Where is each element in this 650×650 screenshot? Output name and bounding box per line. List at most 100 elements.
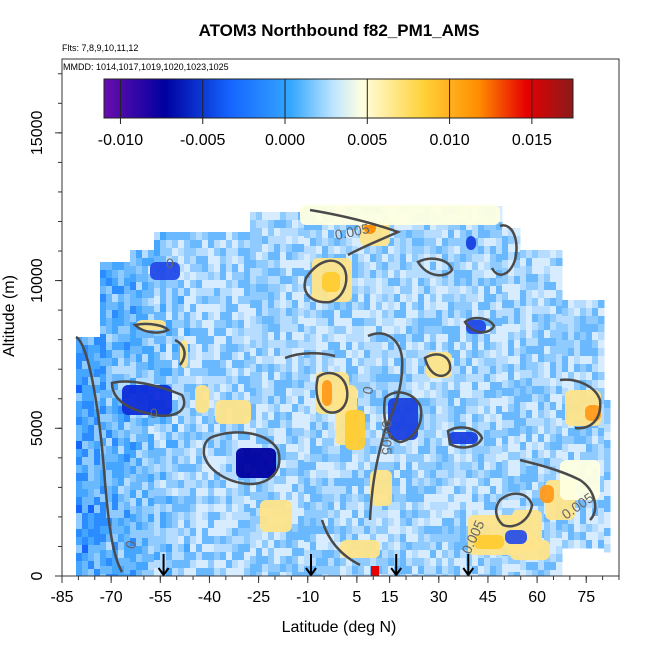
heatmap-cell	[256, 380, 263, 389]
heatmap-cell	[526, 298, 533, 307]
heatmap-cell	[574, 428, 581, 437]
heatmap-cell	[172, 472, 179, 481]
heatmap-cell	[352, 526, 359, 535]
heatmap-cell	[472, 350, 479, 359]
heatmap-cell	[364, 286, 371, 295]
heatmap-cell	[424, 534, 431, 543]
heatmap-cell	[148, 498, 155, 507]
heatmap-cell	[334, 310, 341, 319]
heatmap-cell	[562, 428, 569, 437]
heatmap-cell	[454, 326, 461, 335]
contour-line	[446, 426, 484, 449]
heatmap-cell	[250, 572, 257, 576]
heatmap-cell	[112, 518, 119, 527]
heatmap-cell	[166, 240, 173, 249]
heatmap-cell	[394, 302, 401, 311]
heatmap-cell	[310, 486, 317, 495]
heatmap-cell	[292, 436, 299, 445]
heatmap-cell	[256, 436, 263, 445]
heatmap-cell	[586, 380, 593, 389]
heatmap-cell	[232, 440, 239, 449]
heatmap-cell	[538, 482, 545, 491]
heatmap-cell	[376, 286, 383, 295]
heatmap-cell	[340, 238, 347, 247]
heatmap-cell	[82, 489, 89, 498]
heatmap-cell	[538, 266, 545, 275]
heatmap-cell	[586, 508, 593, 517]
heatmap-cell	[238, 488, 245, 497]
heatmap-cell	[202, 304, 209, 313]
heatmap-cell	[550, 434, 557, 443]
heatmap-cell	[490, 430, 497, 439]
heatmap-cell	[304, 494, 311, 503]
heatmap-cell	[586, 428, 593, 437]
heatmap-cell	[232, 432, 239, 441]
heatmap-cell	[304, 574, 311, 576]
heatmap-cell	[304, 286, 311, 295]
heatmap-cell	[118, 518, 125, 527]
heatmap-cell	[244, 248, 251, 257]
heatmap-cell	[256, 388, 263, 397]
heatmap-cell	[142, 522, 149, 531]
heatmap-cell	[556, 258, 563, 267]
heatmap-cell	[478, 342, 485, 351]
heatmap-cell	[394, 382, 401, 391]
heatmap-cell	[310, 478, 317, 487]
heatmap-cell	[358, 270, 365, 279]
heatmap-cell	[118, 526, 125, 535]
heatmap-cell	[496, 350, 503, 359]
heatmap-cell	[370, 526, 377, 535]
heatmap-cell	[382, 366, 389, 375]
heatmap-cell	[262, 380, 269, 389]
heatmap-cell	[454, 342, 461, 351]
heatmap-cell	[124, 438, 131, 447]
heatmap-cell	[478, 398, 485, 407]
heatmap-cell	[298, 380, 305, 389]
heatmap-cell	[418, 246, 425, 255]
heatmap-cell	[478, 438, 485, 447]
heatmap-cell	[112, 302, 119, 311]
heatmap-cell	[88, 425, 95, 434]
heatmap-cell	[388, 286, 395, 295]
heatmap-cell	[520, 370, 527, 379]
heatmap-cell	[280, 348, 287, 357]
heatmap-cell	[304, 318, 311, 327]
heatmap-cell	[418, 326, 425, 335]
heatmap-cell	[418, 310, 425, 319]
heatmap-cell	[484, 398, 491, 407]
heatmap-cell	[130, 290, 137, 299]
heatmap-cell	[232, 256, 239, 265]
heatmap-cell	[388, 502, 395, 511]
heatmap-cell	[394, 222, 401, 231]
heatmap-cell	[460, 222, 467, 231]
heatmap-cell	[304, 294, 311, 303]
heatmap-cell	[562, 340, 569, 349]
heatmap-cell	[76, 497, 83, 506]
heatmap-cell	[178, 504, 185, 513]
heatmap-cell	[430, 438, 437, 447]
heatmap-cell	[460, 342, 467, 351]
heatmap-cell	[394, 486, 401, 495]
heatmap-cell	[592, 532, 599, 541]
heatmap-cell	[286, 476, 293, 485]
heatmap-cell	[190, 288, 197, 297]
heatmap-cell	[238, 304, 245, 313]
heatmap-cell	[292, 356, 299, 365]
heatmap-cell	[478, 494, 485, 503]
heatmap-cell	[436, 302, 443, 311]
heatmap-cell	[214, 448, 221, 457]
heatmap-cell	[196, 480, 203, 489]
heatmap-cell	[568, 428, 575, 437]
heatmap-cell	[562, 300, 569, 309]
heatmap-cell	[424, 230, 431, 239]
heatmap-cell	[526, 282, 533, 291]
heatmap-cell	[166, 336, 173, 345]
heatmap-cell	[112, 270, 119, 279]
heatmap-cell	[166, 320, 173, 329]
heatmap-cell	[598, 444, 605, 453]
heatmap-cell	[190, 376, 197, 385]
heatmap-cell	[322, 380, 332, 406]
heatmap-cell	[244, 528, 251, 537]
heatmap-cell	[484, 286, 491, 295]
heatmap-cell	[550, 322, 557, 331]
